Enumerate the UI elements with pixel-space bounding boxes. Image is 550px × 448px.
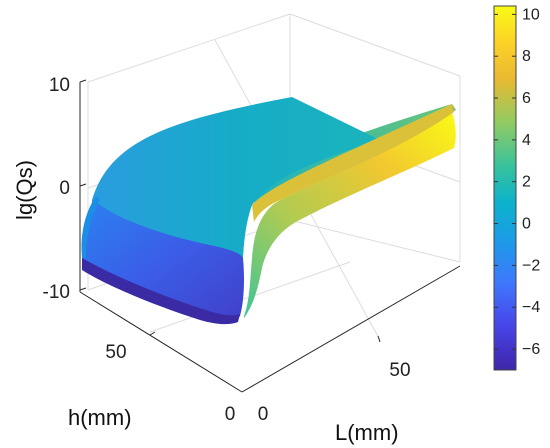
surface-plateau [92, 97, 380, 258]
y-tick-label: 50 [105, 342, 126, 363]
surface-front-wall [82, 200, 244, 322]
x-axis-label: L(mm) [335, 420, 399, 445]
surface-ridge-top [252, 104, 454, 222]
surface-base-strip [82, 258, 240, 325]
z-axis-ticks: 10 0 -10 [43, 75, 70, 303]
axis-lines [79, 79, 461, 393]
colorbar-gradient [493, 5, 517, 371]
colorbar-ticks: 10 8 6 4 2 0 −2 −4 −6 [494, 6, 540, 358]
colorbar-tick-label: −4 [522, 299, 540, 316]
colorbar-tick-label: −2 [522, 257, 540, 274]
colorbar-tick-label: 6 [522, 90, 531, 107]
colorbar-tick-label: 8 [522, 48, 531, 65]
surface [81, 97, 456, 325]
z-tick-label: 0 [59, 178, 70, 199]
x-tick-label: 0 [258, 404, 269, 425]
z-axis-label: lg(Qs) [12, 160, 37, 220]
surface-left-edge [81, 196, 100, 258]
colorbar-tick-label: 2 [522, 174, 531, 191]
z-tick-label: 10 [49, 75, 70, 96]
colorbar-tick-label: 0 [522, 216, 531, 233]
colorbar-tick-label: −6 [522, 341, 540, 358]
colorbar: 10 8 6 4 2 0 −2 −4 −6 [493, 5, 540, 371]
z-tick-label: -10 [43, 282, 70, 303]
x-tick-label: 50 [389, 360, 410, 381]
colorbar-tick-label: 10 [522, 6, 540, 23]
y-tick-label: 0 [225, 404, 236, 425]
surface-ridge [244, 112, 456, 318]
y-axis-label: h(mm) [68, 405, 132, 430]
y-axis-ticks: 50 0 [105, 342, 235, 425]
colorbar-tick-label: 4 [522, 132, 531, 149]
x-axis-ticks: 0 50 [258, 360, 411, 425]
